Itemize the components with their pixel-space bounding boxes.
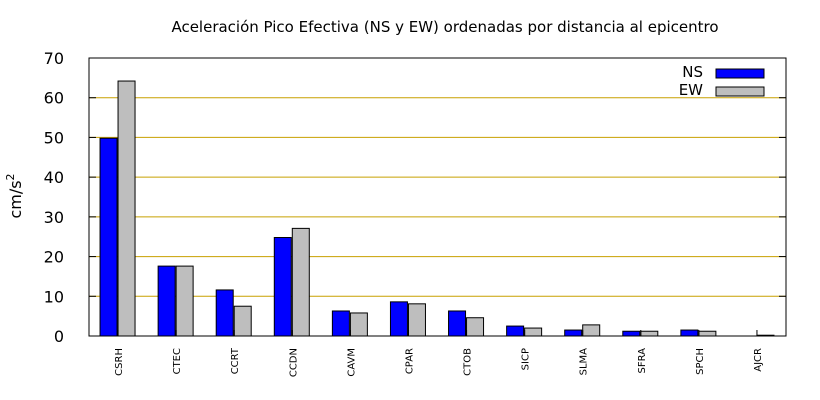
bar-ns-sfra [622, 330, 641, 337]
y-tick-label: 40 [44, 168, 64, 187]
bar-ew-cavm [349, 312, 368, 337]
y-axis-unit: cm/s [6, 180, 25, 218]
y-tick-label: 30 [44, 208, 64, 227]
y-tick-label: 50 [44, 128, 64, 147]
x-tick-label: CPAR [404, 348, 415, 374]
bar-ns-ctob [448, 310, 467, 337]
y-tick-label: 20 [44, 248, 64, 267]
bar-ew-sfra [640, 330, 659, 337]
bar-ew-cpar [407, 303, 426, 337]
legend-label-ns: NS [682, 63, 703, 81]
bar-ew-ctob [466, 317, 485, 337]
x-tick-label: SLMA [579, 348, 590, 376]
bar-ns-cavm [331, 310, 350, 337]
bar-ew-ctec [175, 265, 194, 337]
bar-ns-ccdn [273, 237, 292, 337]
legend-swatch-ns [715, 68, 765, 79]
y-tick-label: 70 [44, 49, 64, 68]
bar-ew-sicp [524, 327, 543, 337]
legend-label-ew: EW [679, 81, 703, 99]
bar-ns-cpar [389, 301, 408, 337]
y-tick-label: 10 [44, 287, 64, 306]
x-tick-label: SPCH [695, 348, 706, 375]
y-tick-label: 60 [44, 89, 64, 108]
bar-ns-ccrt [215, 289, 234, 337]
bar-ew-ccdn [291, 227, 310, 337]
x-tick-label: AJCR [753, 348, 764, 372]
bar-ns-csrh [99, 137, 118, 337]
chart-title: Aceleración Pico Efectiva (NS y EW) orde… [171, 18, 718, 36]
y-tick-label: 0 [54, 327, 64, 346]
x-tick-label: CCDN [288, 348, 299, 377]
y-axis-label: cm/s2 [4, 173, 25, 218]
bar-ew-ccrt [233, 305, 252, 337]
plot-frame [88, 57, 787, 337]
bar-ew-spch [698, 330, 717, 337]
bar-ns-sicp [506, 325, 525, 337]
x-tick-label: CSRH [114, 348, 125, 376]
y-axis-ticks: 0 10 20 30 40 50 60 70 [44, 49, 786, 346]
legend-swatch-ew [715, 86, 765, 97]
x-axis-ticks: CSRH CTEC CCRT CCDN CAVM CPAR CTOB SICP SLMA SFRA… [114, 330, 764, 377]
y-axis-unit-exponent: 2 [4, 173, 17, 180]
bar-ns-spch [680, 329, 699, 337]
bar-ew-slma [582, 324, 601, 337]
bar-ns-slma [564, 329, 583, 337]
gridlines [89, 97, 786, 297]
x-tick-label: SICP [521, 348, 532, 370]
x-tick-label: CTOB [463, 348, 474, 376]
x-tick-label: CCRT [230, 347, 241, 374]
x-tick-label: CAVM [346, 348, 357, 377]
bars [99, 80, 775, 337]
x-tick-label: CTEC [172, 348, 183, 374]
bar-ew-csrh [117, 80, 136, 337]
bar-ns-ctec [157, 265, 176, 337]
x-tick-label: SFRA [637, 348, 648, 374]
